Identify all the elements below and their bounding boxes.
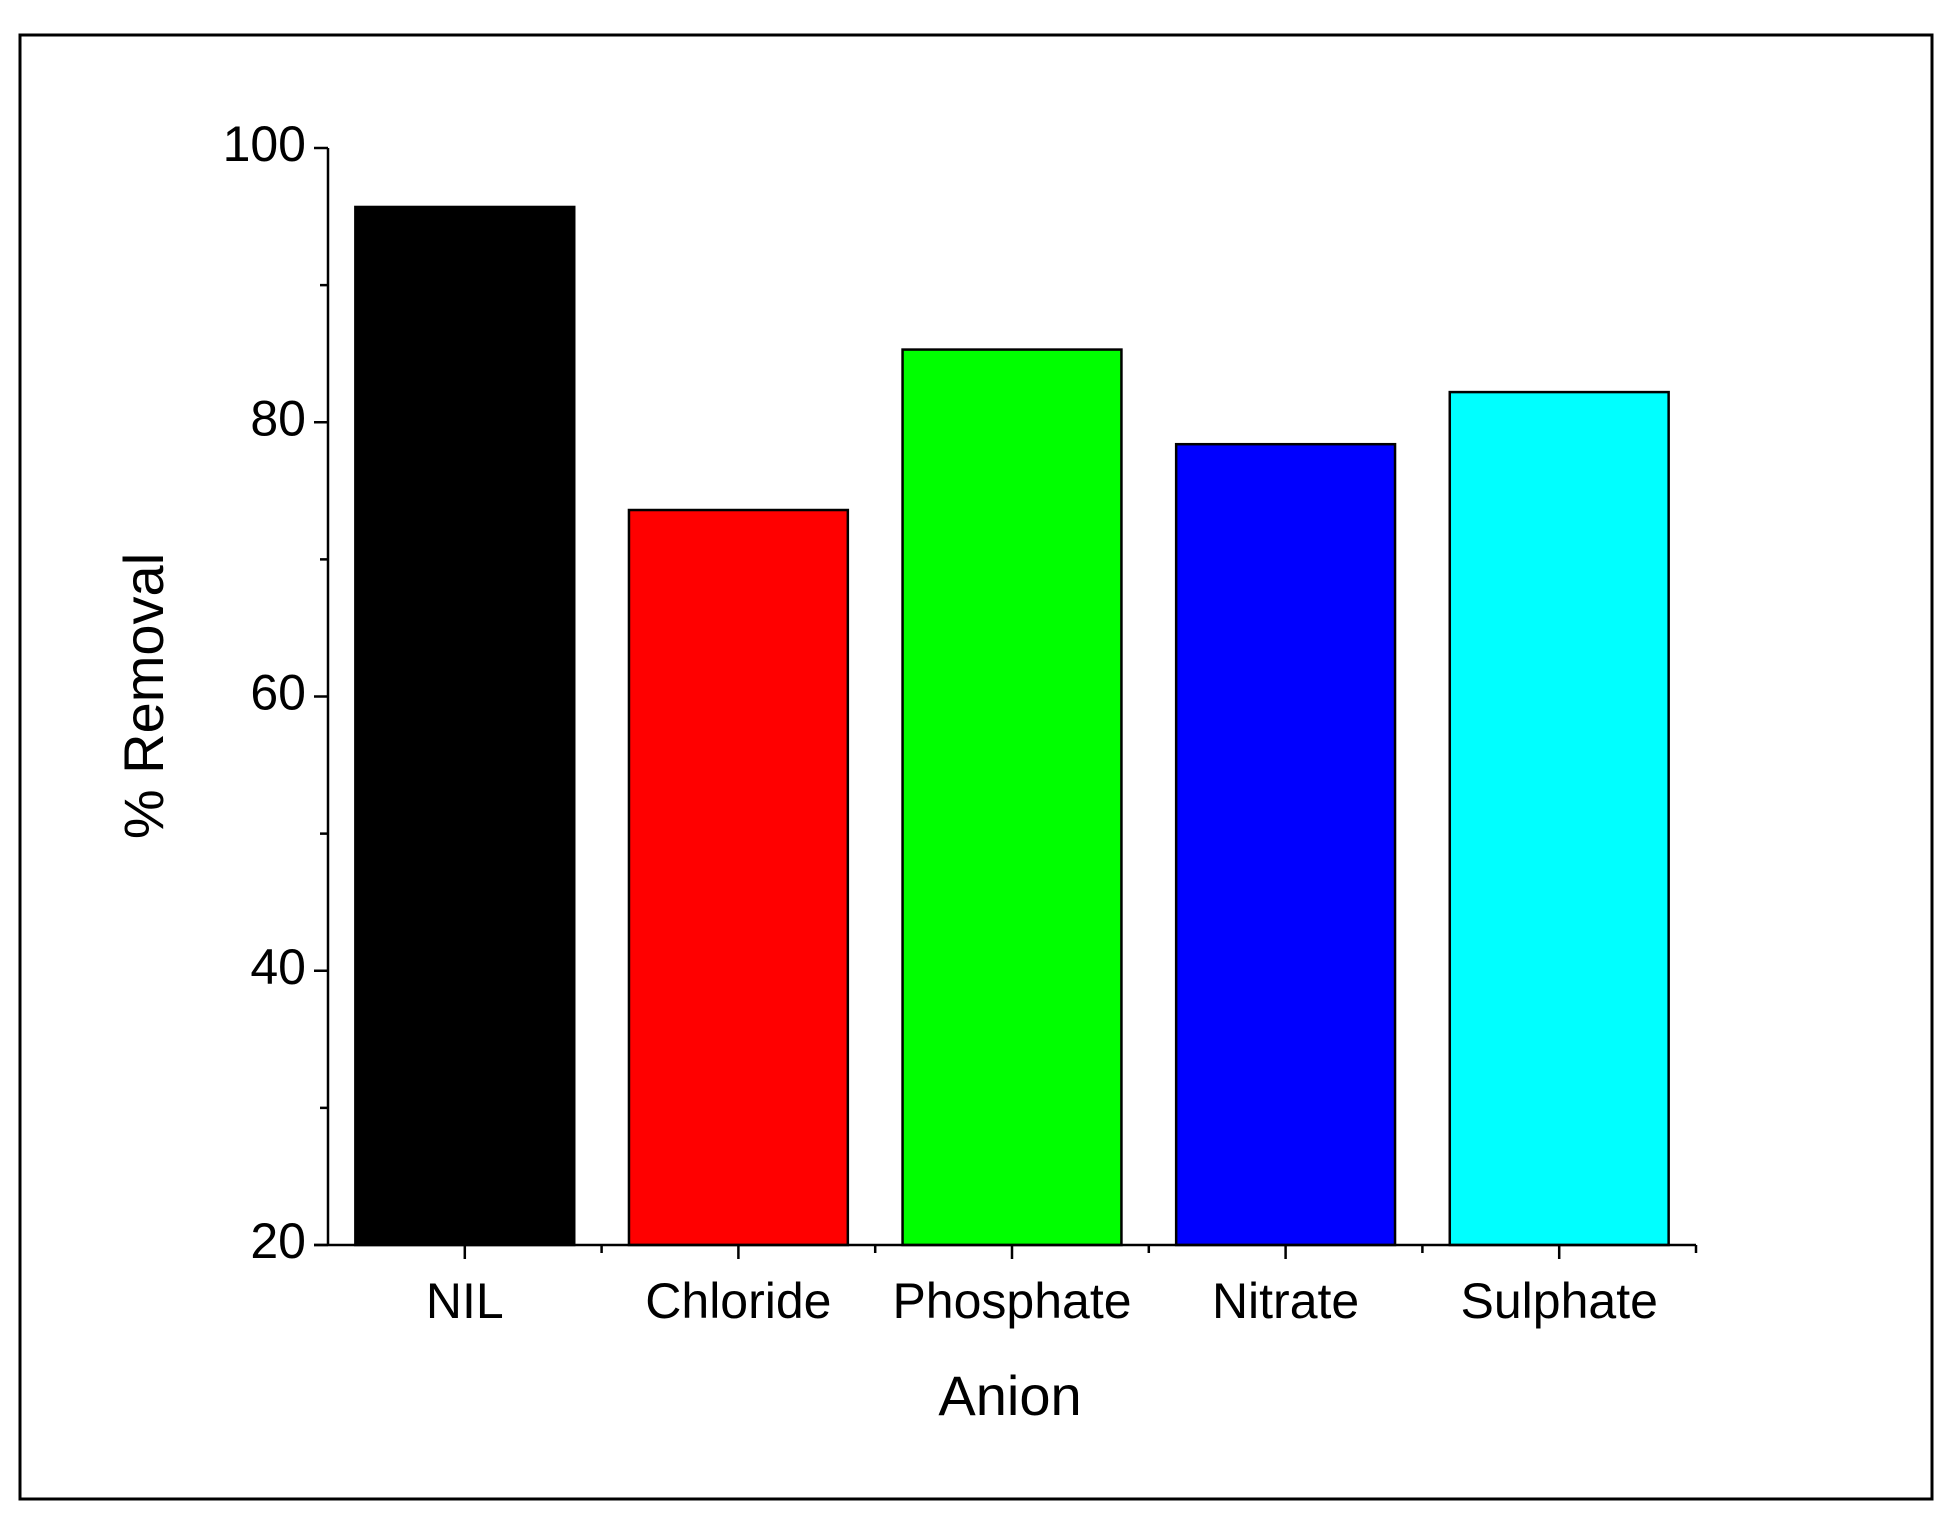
bar bbox=[627, 508, 850, 1247]
x-tick-label: Phosphate bbox=[892, 1273, 1131, 1329]
bar bbox=[354, 205, 576, 1247]
x-tick-label: Sulphate bbox=[1461, 1273, 1658, 1329]
bar bbox=[901, 348, 1123, 1247]
y-tick-label: 60 bbox=[250, 665, 306, 721]
y-tick-label: 100 bbox=[223, 116, 306, 172]
bar bbox=[1448, 390, 1670, 1247]
x-tick-label: NIL bbox=[426, 1273, 504, 1329]
bar bbox=[1174, 442, 1397, 1247]
y-tick-label: 20 bbox=[250, 1213, 306, 1269]
y-axis-title: % Removal bbox=[112, 553, 175, 839]
x-axis-title: Anion bbox=[938, 1364, 1081, 1427]
x-tick-label: Chloride bbox=[645, 1273, 831, 1329]
y-tick-label: 40 bbox=[250, 939, 306, 995]
y-tick-label: 80 bbox=[250, 390, 306, 446]
x-tick-label: Nitrate bbox=[1212, 1273, 1359, 1329]
